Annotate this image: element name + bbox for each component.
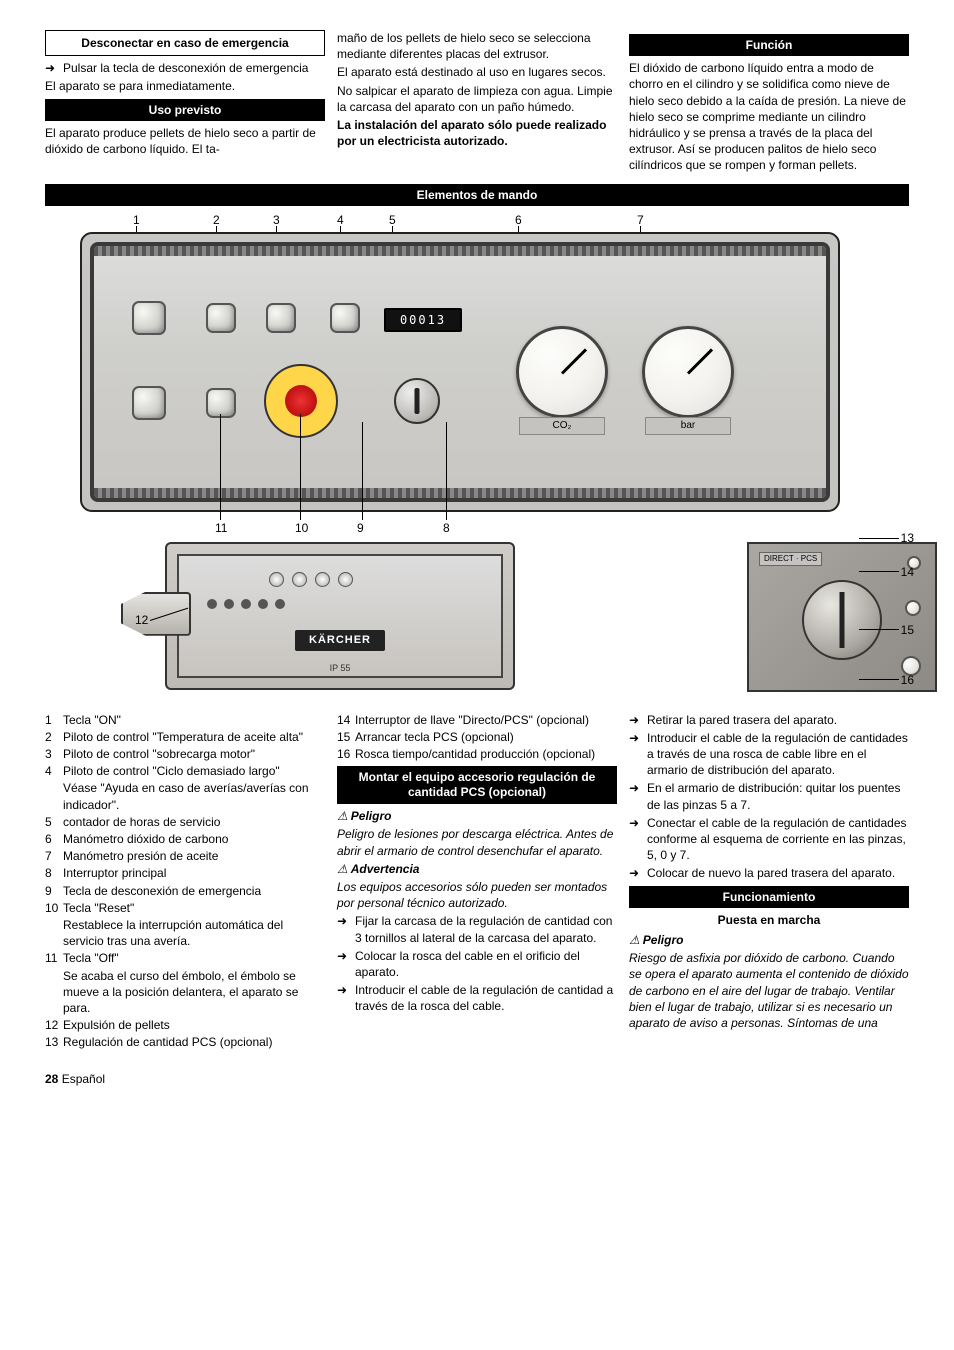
co2-gauge: CO₂ (516, 326, 608, 418)
col-2: maño de los pellets de hielo seco se sel… (337, 30, 617, 176)
danger-text-2: Riesgo de asfixia por dióxido de carbono… (629, 950, 909, 1031)
startup-subheader: Puesta en marcha (629, 912, 909, 928)
mount-step-2: Colocar la rosca del cable en el orifici… (337, 948, 617, 980)
pellet-chute (121, 592, 191, 636)
legend-item: 5contador de horas de servicio (45, 814, 325, 830)
legend-item: 4Piloto de control "Ciclo demasiado larg… (45, 763, 325, 779)
legend-item: 6Manómetro dióxido de carbono (45, 831, 325, 847)
function-header: Función (629, 34, 909, 56)
motor-overload-pilot (266, 303, 296, 333)
intended-use-header: Uso previsto (45, 99, 325, 121)
main-switch[interactable] (394, 378, 440, 424)
cont-step-2: Introducir el cable de la regulación de … (629, 730, 909, 779)
danger-text-1: Peligro de lesiones por descarga eléctri… (337, 826, 617, 858)
ip-rating: IP 55 (330, 662, 351, 674)
emergency-step-1: Pulsar la tecla de desconexión de emerge… (45, 60, 325, 76)
intended-use-text: El aparato produce pellets de hielo seco… (45, 125, 325, 157)
cont-steps: Retirar la pared trasera del aparato. In… (629, 712, 909, 882)
col-3: Función El dióxido de carbono líquido en… (629, 30, 909, 176)
cont-step-3: En el armario de distribución: quitar lo… (629, 780, 909, 812)
legend-list-2: 14Interruptor de llave "Directo/PCS" (op… (337, 712, 617, 763)
legend-item: 16Rosca tiempo/cantidad producción (opci… (337, 746, 617, 762)
callout-13: 13 (901, 530, 914, 546)
off-button[interactable] (132, 386, 166, 420)
warning-text: Los equipos accesorios sólo pueden ser m… (337, 879, 617, 911)
callout-8: 8 (443, 520, 450, 536)
emergency-steps: Pulsar la tecla de desconexión de emerge… (45, 60, 325, 76)
controls-header: Elementos de mando (45, 184, 909, 206)
mount-header: Montar el equipo accesorio regulación de… (337, 766, 617, 804)
legend-item: 3Piloto de control "sobrecarga motor" (45, 746, 325, 762)
emergency-stop[interactable] (264, 364, 338, 438)
pcs-dial[interactable] (802, 580, 882, 660)
callout-10: 10 (295, 520, 308, 536)
col2-p3: No salpicar el aparato de limpieza con a… (337, 83, 617, 115)
legend-item: 13Regulación de cantidad PCS (opcional) (45, 1034, 325, 1050)
pellet-unit: KÄRCHER IP 55 (165, 542, 515, 690)
hour-counter: 00013 (384, 308, 462, 332)
brand-badge: KÄRCHER (295, 630, 385, 651)
legend-item: 11Tecla "Off" (45, 950, 325, 966)
callout-11: 11 (215, 520, 227, 536)
legend-item: 2Piloto de control "Temperatura de aceit… (45, 729, 325, 745)
lower-columns: 1Tecla "ON"2Piloto de control "Temperatu… (45, 712, 909, 1052)
legend-item: 8Interruptor principal (45, 865, 325, 881)
cycle-long-pilot (330, 303, 360, 333)
legend-col-2: 14Interruptor de llave "Directo/PCS" (op… (337, 712, 617, 1052)
on-button[interactable] (132, 301, 166, 335)
cont-step-5: Colocar de nuevo la pared trasera del ap… (629, 865, 909, 881)
control-panel: 00013 CO₂ bar (80, 232, 840, 512)
legend-item: 1Tecla "ON" (45, 712, 325, 728)
oil-temp-pilot (206, 303, 236, 333)
col2-p1: maño de los pellets de hielo seco se sel… (337, 30, 617, 62)
callout-16: 16 (901, 672, 914, 688)
cont-step-4: Conectar el cable de la regulación de ca… (629, 815, 909, 864)
operation-header: Funcionamiento (629, 886, 909, 908)
danger-label-1: Peligro (337, 808, 617, 824)
mount-steps: Fijar la carcasa de la regulación de can… (337, 913, 617, 1014)
page-language: Español (62, 1072, 105, 1086)
mount-step-3: Introducir el cable de la regulación de … (337, 982, 617, 1014)
col-1: Desconectar en caso de emergencia Pulsar… (45, 30, 325, 176)
cont-step-1: Retirar la pared trasera del aparato. (629, 712, 909, 728)
danger-label-2: Peligro (629, 932, 909, 948)
function-text: El dióxido de carbono líquido entra a mo… (629, 60, 909, 173)
legend-list-1: 1Tecla "ON"2Piloto de control "Temperatu… (45, 712, 325, 1051)
col2-p2: El aparato está destinado al uso en luga… (337, 64, 617, 80)
reset-button[interactable] (206, 388, 236, 418)
legend-item: 10Tecla "Reset" (45, 900, 325, 916)
top-columns: Desconectar en caso de emergencia Pulsar… (45, 30, 909, 176)
col2-p4: La instalación del aparato sólo puede re… (337, 117, 617, 149)
oil-pressure-gauge: bar (642, 326, 734, 418)
callout-12: 12 (135, 612, 148, 628)
mount-step-1: Fijar la carcasa de la regulación de can… (337, 913, 617, 945)
control-panel-diagram: 1 2 3 4 5 6 7 00013 CO₂ bar (45, 212, 909, 702)
emergency-note: El aparato se para inmediatamente. (45, 78, 325, 94)
legend-item: 7Manómetro presión de aceite (45, 848, 325, 864)
emergency-disconnect-title: Desconectar en caso de emergencia (45, 30, 325, 56)
legend-col-1: 1Tecla "ON"2Piloto de control "Temperatu… (45, 712, 325, 1052)
callout-9: 9 (357, 520, 364, 536)
legend-item: 14Interruptor de llave "Directo/PCS" (op… (337, 712, 617, 728)
legend-item: 15Arrancar tecla PCS (opcional) (337, 729, 617, 745)
warning-label: Advertencia (337, 861, 617, 877)
legend-item: 9Tecla de desconexión de emergencia (45, 883, 325, 899)
legend-item: 12Expulsión de pellets (45, 1017, 325, 1033)
callout-14: 14 (901, 564, 914, 580)
callout-15: 15 (901, 622, 914, 638)
page-footer: 28 Español (45, 1071, 909, 1087)
page-number: 28 (45, 1072, 58, 1086)
legend-col-3: Retirar la pared trasera del aparato. In… (629, 712, 909, 1052)
